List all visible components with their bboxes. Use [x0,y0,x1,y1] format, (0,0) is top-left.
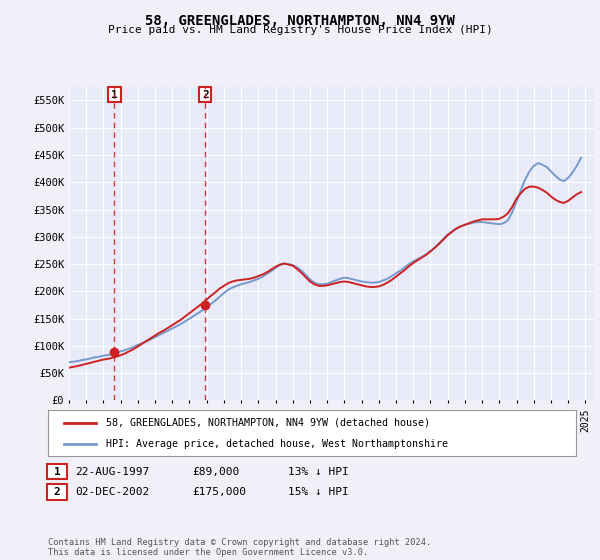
Text: £175,000: £175,000 [192,487,246,497]
Text: 2: 2 [202,90,209,100]
Text: 2: 2 [53,487,61,497]
Text: 1: 1 [53,466,61,477]
Text: 15% ↓ HPI: 15% ↓ HPI [288,487,349,497]
Text: 58, GREENGLADES, NORTHAMPTON, NN4 9YW (detached house): 58, GREENGLADES, NORTHAMPTON, NN4 9YW (d… [106,418,430,428]
Text: 1: 1 [111,90,118,100]
Text: 22-AUG-1997: 22-AUG-1997 [75,466,149,477]
Text: Price paid vs. HM Land Registry's House Price Index (HPI): Price paid vs. HM Land Registry's House … [107,25,493,35]
Text: HPI: Average price, detached house, West Northamptonshire: HPI: Average price, detached house, West… [106,439,448,449]
Text: 58, GREENGLADES, NORTHAMPTON, NN4 9YW: 58, GREENGLADES, NORTHAMPTON, NN4 9YW [145,14,455,28]
Text: 02-DEC-2002: 02-DEC-2002 [75,487,149,497]
Text: 13% ↓ HPI: 13% ↓ HPI [288,466,349,477]
Text: Contains HM Land Registry data © Crown copyright and database right 2024.
This d: Contains HM Land Registry data © Crown c… [48,538,431,557]
Text: £89,000: £89,000 [192,466,239,477]
